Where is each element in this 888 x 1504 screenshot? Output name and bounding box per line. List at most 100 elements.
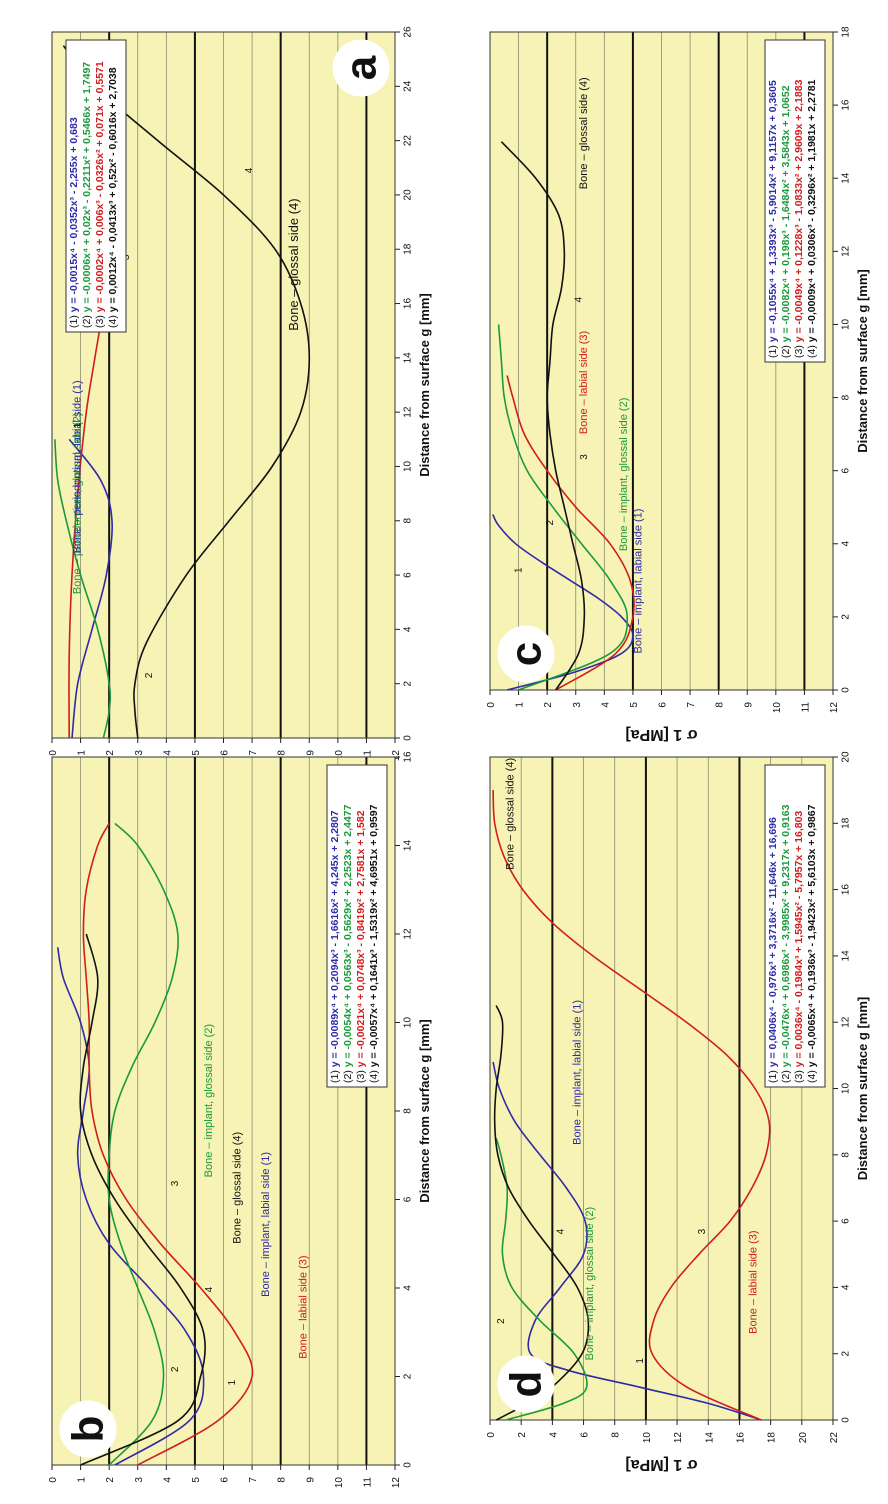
x-tick-label: 6 xyxy=(840,1218,851,1224)
x-tick-label: 4 xyxy=(840,1284,851,1290)
y-tick-label: 10 xyxy=(642,1432,653,1444)
x-tick-label: 12 xyxy=(402,928,413,940)
legend-entry: (2) y = -0,0054x⁴ + 0,0563x³ - 0,5629x² … xyxy=(342,804,354,1083)
curve-annotation: Bone – glossal side (4) xyxy=(578,77,590,189)
legend-entry: (4) y = 0,0012x⁴ - 0,0413x³ + 0,52x² - 0… xyxy=(107,67,119,328)
y-tick-label: 5 xyxy=(191,750,202,756)
legend-entry-number: (4) xyxy=(806,342,818,358)
legend-entry-equation: y = 0,0406x⁴ - 0,976x³ + 3,3716x² - 11,6… xyxy=(767,817,779,1067)
x-tick-label: 10 xyxy=(840,1083,851,1095)
legend-entry: (4) y = -0,0009x⁴ + 0,0306x³ - 0,3296x² … xyxy=(806,79,818,358)
legend-entry-number: (2) xyxy=(342,1067,354,1083)
x-tick-label: 10 xyxy=(840,318,851,330)
x-tick-label: 14 xyxy=(402,352,413,364)
legend-entry-equation: y = -0,0049x⁴ + 0,1228x³ - 1,0833x² + 2,… xyxy=(793,79,805,342)
y-tick-label: 9 xyxy=(305,1477,316,1483)
legend-entry-number: (3) xyxy=(793,1067,805,1083)
y-tick-label: 10 xyxy=(772,702,783,714)
y-tick-label: 11 xyxy=(362,1477,373,1488)
x-tick-label: 8 xyxy=(402,1108,413,1114)
y-tick-label: 7 xyxy=(686,702,697,708)
legend-entry: (3) y = -0,0021x⁴ + 0,0748x³ - 0,8419x² … xyxy=(355,810,367,1083)
x-tick-label: 8 xyxy=(402,518,413,524)
series-4-curve xyxy=(493,1005,590,1421)
x-tick-label: 14 xyxy=(840,950,851,962)
x-tick-label: 16 xyxy=(840,99,851,111)
series-4-curve xyxy=(79,933,206,1466)
y-tick-label: 10 xyxy=(334,1477,345,1489)
y-tick-label: 6 xyxy=(220,750,231,756)
curve-annotation: Bone – labial side (3) xyxy=(748,1230,760,1333)
legend-entry-equation: y = -0,0065x⁴ + 0,1936x³ - 1,9423x² + 5,… xyxy=(806,804,818,1067)
legend-box xyxy=(764,764,826,1088)
x-tick-label: 2 xyxy=(840,614,851,620)
y-tick-label: 3 xyxy=(134,750,145,756)
x-tick-label: 6 xyxy=(402,1196,413,1202)
legend-entry-equation: y = -0,1055x⁴ + 1,3393x³ - 5,9014x² + 9,… xyxy=(767,80,779,342)
legend-entry-equation: y = 0,0036x⁴ - 0,1984x³ + 1,5945x² - 5,7… xyxy=(793,811,805,1068)
legend-entry-equation: y = -0,0082x⁴ + 0,198x³ - 1,6484x² + 3,5… xyxy=(780,85,792,342)
y-tick-label: 18 xyxy=(767,1432,778,1444)
x-tick-label: 0 xyxy=(402,735,413,741)
chart-panel-d: 0 2 4 6 8 10 12 14 16 18 20 2202468101214161820Dist… xyxy=(486,751,870,1473)
legend-entry-equation: y = -0,0021x⁴ + 0,0748x³ - 0,8419x² + 2,… xyxy=(355,810,367,1067)
y-tick-label: 20 xyxy=(798,1432,809,1444)
x-tick-label: 8 xyxy=(840,394,851,400)
curve-annotation: 3 xyxy=(579,454,590,460)
legend-entry-number: (1) xyxy=(329,1067,341,1083)
x-tick-label: 14 xyxy=(402,840,413,852)
x-tick-label: 18 xyxy=(840,26,851,38)
x-tick-label: 18 xyxy=(402,243,413,255)
x-tick-label: 16 xyxy=(402,751,413,763)
curve-annotation: Bone – glossal side (4) xyxy=(232,1132,244,1244)
y-tick-label: 5 xyxy=(191,1477,202,1483)
curve-annotation: Bone – implant, labial side (1) xyxy=(632,509,644,654)
legend-entry-number: (4) xyxy=(107,312,119,328)
curve-annotation: Bone – implant, glossal side (2) xyxy=(584,1207,596,1360)
legend-entry-number: (1) xyxy=(767,342,779,358)
curve-annotation: Bone – implant, labial side (1) xyxy=(260,1152,272,1297)
x-tick-label: 14 xyxy=(840,172,851,184)
legend-entry: (2) y = -0,0476x⁴ + 0,6986x³ - 3,9985x² … xyxy=(780,804,792,1083)
x-tick-label: 16 xyxy=(840,884,851,896)
legend-entry-equation: y = -0,0002x⁴ + 0,006x³ - 0,0326x² + 0,0… xyxy=(94,61,106,312)
series-4-curve xyxy=(500,141,586,691)
curve-annotation: Bone – implant, glossal side (2) xyxy=(203,1024,215,1177)
y-tick-label: 14 xyxy=(704,1432,715,1444)
y-tick-label: 6 xyxy=(658,702,669,708)
x-tick-label: 0 xyxy=(840,1417,851,1423)
y-tick-label: 8 xyxy=(611,1432,622,1438)
curve-annotation: 4 xyxy=(555,1228,566,1234)
curve-annotation: Bone – implant, labial side (1) xyxy=(571,1000,583,1145)
x-tick-label: 10 xyxy=(402,460,413,472)
series-3-curve xyxy=(492,790,771,1421)
x-tick-label: 22 xyxy=(402,135,413,147)
legend-entry: (1) y = -0,1055x⁴ + 1,3393x³ - 5,9014x² … xyxy=(767,80,779,358)
legend-entry-equation: y = -0,0057x⁴ + 0,1641x³ - 1,5319x² + 4,… xyxy=(368,804,380,1067)
series-1-curve xyxy=(68,438,113,739)
curve-annotation: 2 xyxy=(144,672,155,678)
legend-entry: (4) y = -0,0065x⁴ + 0,1936x³ - 1,9423x² … xyxy=(806,804,818,1083)
curve-annotation: Bone – labial side (3) xyxy=(578,331,590,434)
y-tick-label: 6 xyxy=(220,1477,231,1483)
curve-annotation: 4 xyxy=(204,1286,215,1292)
x-tick-label: 8 xyxy=(840,1152,851,1158)
y-tick-label: 9 xyxy=(743,702,754,708)
x-tick-label: 12 xyxy=(840,245,851,257)
legend-entry-number: (2) xyxy=(81,312,93,328)
y-tick-label: 2 xyxy=(543,702,554,708)
series-1-curve xyxy=(56,947,205,1466)
y-tick-label: 8 xyxy=(277,750,288,756)
y-tick-label: 1 xyxy=(77,1477,88,1483)
curve-annotation: 1 xyxy=(227,1379,238,1385)
x-tick-label: 2 xyxy=(402,1373,413,1379)
y-tick-label: 0 xyxy=(48,1477,59,1483)
x-tick-label: 20 xyxy=(840,751,851,763)
curve-annotation: 4 xyxy=(573,297,584,303)
legend-entry: (2) y = -0,0082x⁴ + 0,198x³ - 1,6484x² +… xyxy=(780,85,792,358)
panel-letter: a xyxy=(337,55,386,80)
y-tick-label: 4 xyxy=(548,1432,559,1438)
y-tick-label: 1 xyxy=(515,702,526,708)
